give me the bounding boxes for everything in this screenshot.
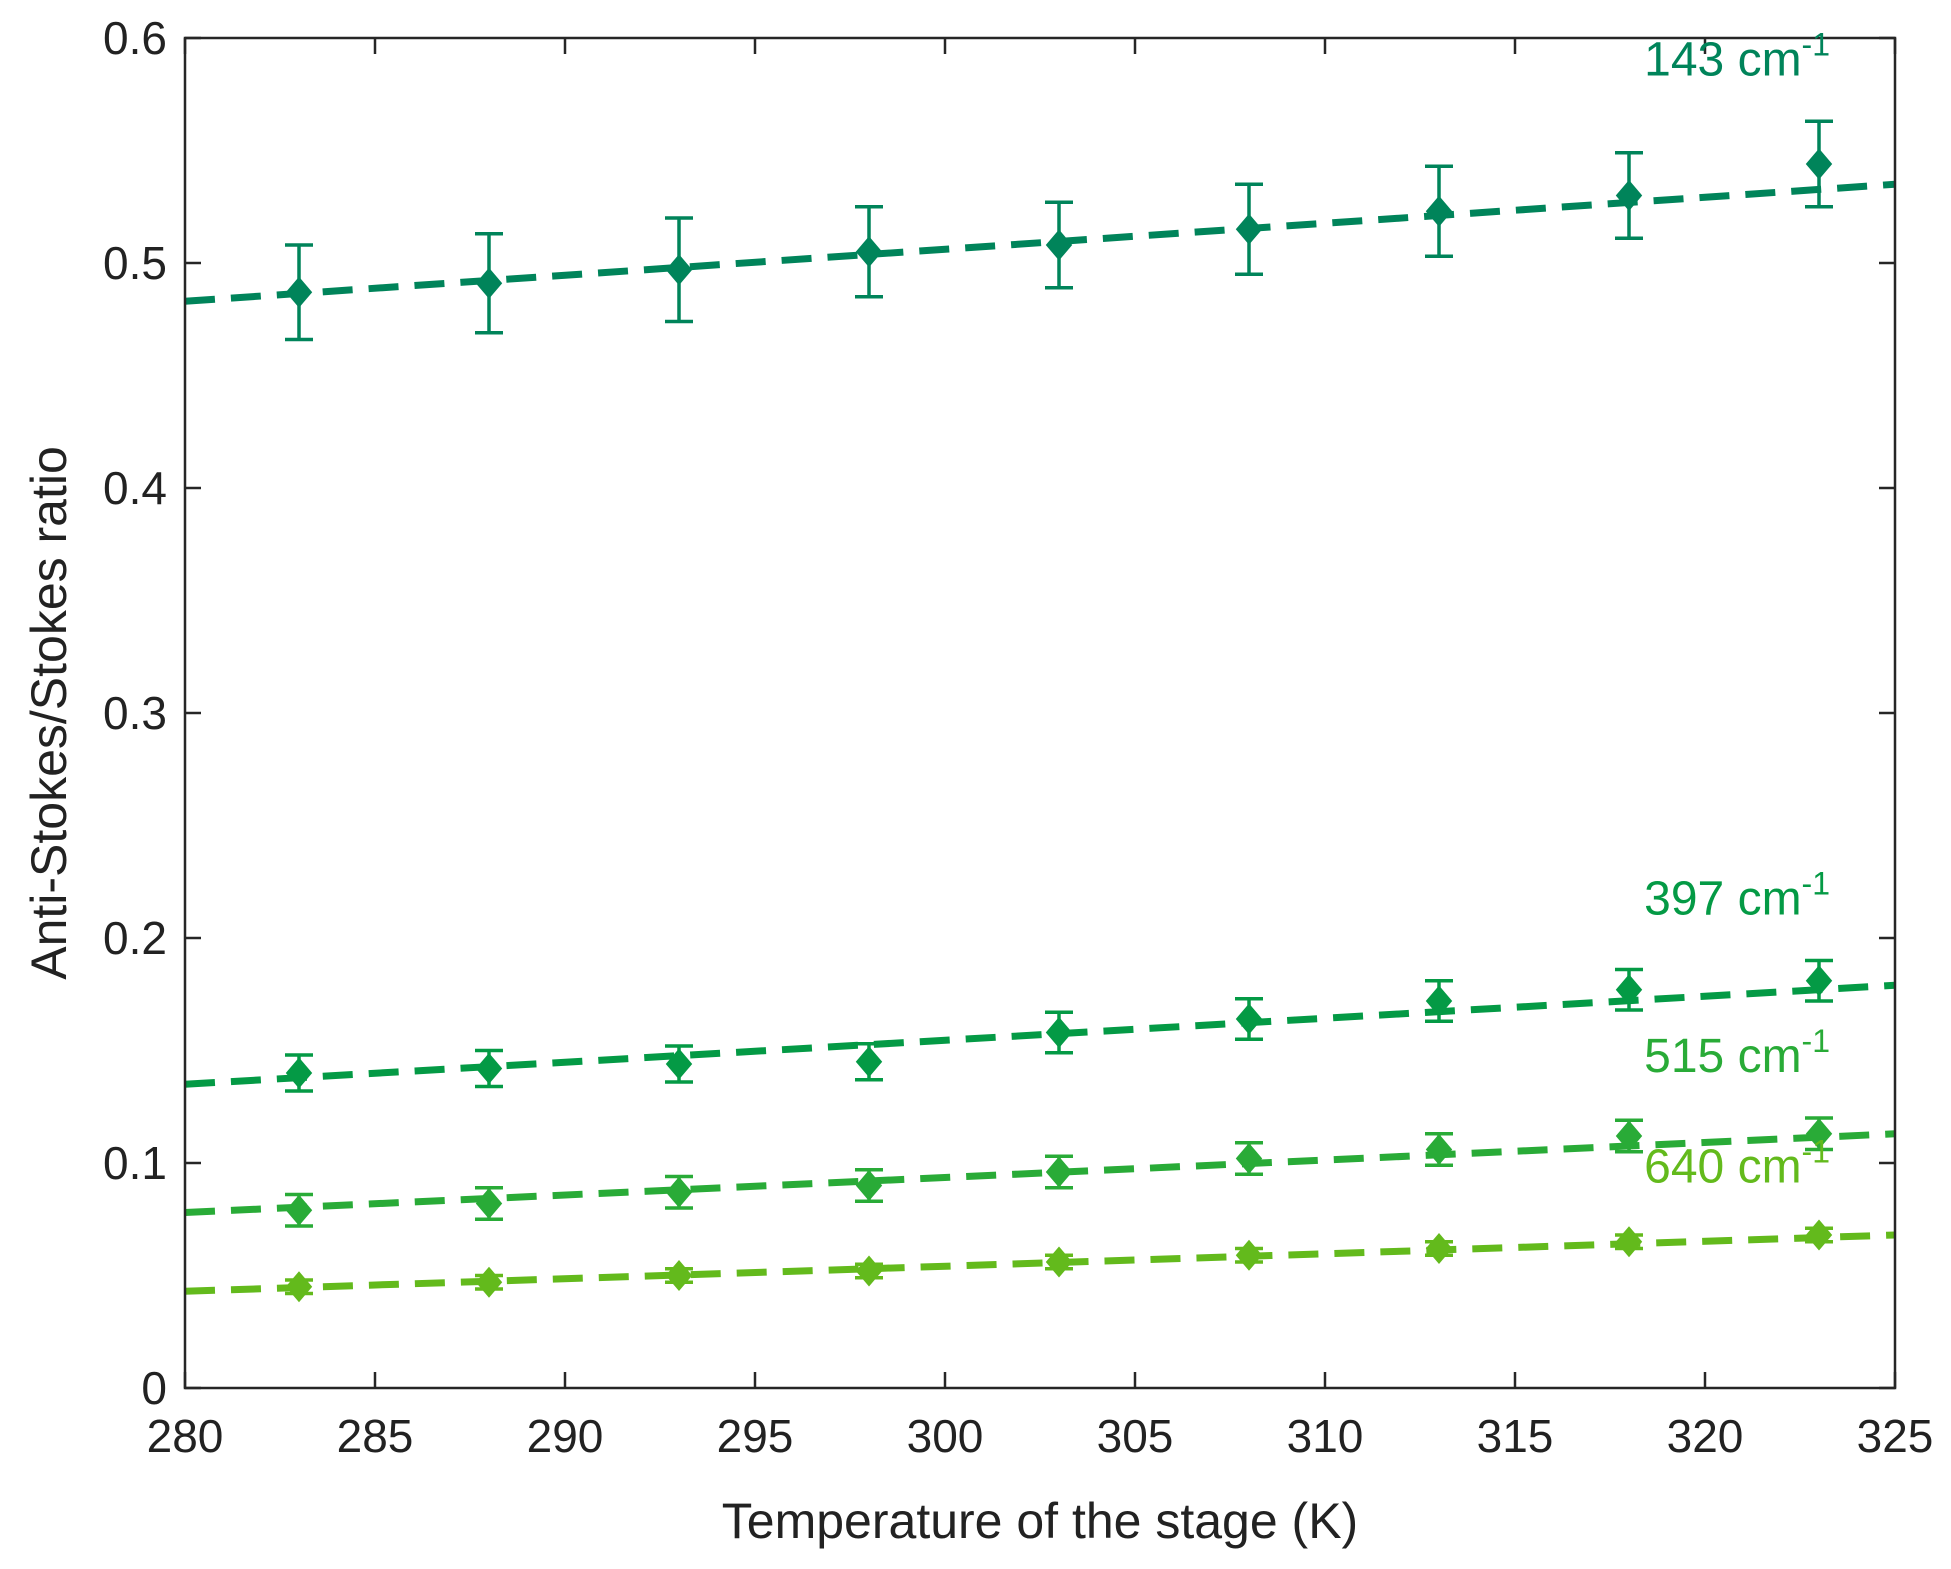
data-point xyxy=(1425,195,1453,227)
x-tick-label: 310 xyxy=(1287,1410,1364,1462)
y-tick-label: 0.5 xyxy=(103,237,167,289)
plot-frame xyxy=(183,36,1897,1390)
data-point xyxy=(1805,1118,1833,1150)
data-point xyxy=(1045,1156,1073,1188)
data-point xyxy=(1235,1003,1263,1035)
x-tick-label: 320 xyxy=(1667,1410,1744,1462)
data-point xyxy=(1425,1232,1453,1265)
data-point xyxy=(1615,974,1643,1006)
y-tick-label: 0.1 xyxy=(103,1137,167,1189)
data-point xyxy=(665,1259,693,1292)
data-point xyxy=(1425,985,1453,1017)
x-tick-label: 300 xyxy=(907,1410,984,1462)
fit-line xyxy=(184,1130,1896,1216)
series-label: 143 cm-1 xyxy=(1644,26,1830,86)
x-tick-label: 285 xyxy=(337,1410,414,1462)
data-point xyxy=(665,1048,693,1080)
data-point xyxy=(1615,1120,1643,1152)
data-point xyxy=(475,1266,503,1298)
y-tick-label: 0 xyxy=(141,1362,167,1414)
data-point xyxy=(1615,179,1643,212)
x-tick-label: 325 xyxy=(1857,1410,1934,1462)
data-point xyxy=(855,1046,883,1078)
x-tick-label: 290 xyxy=(527,1410,604,1462)
data-point xyxy=(1045,1016,1073,1049)
x-axis-title: Temperature of the stage (K) xyxy=(722,1493,1358,1549)
data-point xyxy=(665,254,693,286)
plot-area xyxy=(185,38,1895,1388)
data-point xyxy=(1235,213,1263,245)
data-point xyxy=(475,1187,503,1220)
data-point xyxy=(475,1052,503,1085)
data-point xyxy=(1045,229,1073,261)
y-tick-label: 0.6 xyxy=(103,12,167,64)
data-point xyxy=(1425,1133,1453,1166)
data-point xyxy=(1235,1239,1263,1271)
data-points xyxy=(285,148,1833,1303)
data-point xyxy=(1045,1246,1073,1278)
fit-line xyxy=(184,1231,1896,1295)
data-point xyxy=(1805,965,1833,997)
y-tick-label: 0.4 xyxy=(103,462,167,514)
series-labels: 143 cm-1 397 cm-1 515 cm-1 640 cm-1 xyxy=(1644,26,1830,1193)
data-point xyxy=(665,1176,693,1208)
x-tick-label: 305 xyxy=(1097,1410,1174,1462)
data-point xyxy=(285,1057,313,1089)
data-point xyxy=(855,1255,883,1287)
fit-line xyxy=(184,180,1896,305)
series-label: 397 cm-1 xyxy=(1644,866,1830,926)
series-label: 515 cm-1 xyxy=(1644,1023,1830,1083)
data-point xyxy=(1235,1142,1263,1175)
data-point xyxy=(855,1169,883,1202)
fit-lines xyxy=(184,180,1896,1295)
axis-ticks: 280 285 290 295 300 305 310 315 320 325 0 0.1 0.2 0.3… xyxy=(103,12,1933,1462)
data-point xyxy=(1615,1226,1643,1258)
data-point xyxy=(1805,1219,1833,1251)
data-point xyxy=(285,1271,313,1303)
data-point xyxy=(475,267,503,299)
series-label: 640 cm-1 xyxy=(1644,1133,1830,1193)
y-tick-label: 0.2 xyxy=(103,912,167,964)
data-point xyxy=(285,1194,313,1226)
data-point xyxy=(855,236,883,268)
data-point xyxy=(285,276,313,308)
data-point xyxy=(1805,148,1833,180)
x-tick-label: 280 xyxy=(147,1410,224,1462)
x-tick-label: 295 xyxy=(717,1410,794,1462)
error-bars xyxy=(285,119,1833,1296)
y-tick-label: 0.3 xyxy=(103,687,167,739)
x-tick-label: 315 xyxy=(1477,1410,1554,1462)
y-axis-title: Anti-Stokes/Stokes ratio xyxy=(21,446,77,980)
fit-line xyxy=(184,981,1896,1088)
